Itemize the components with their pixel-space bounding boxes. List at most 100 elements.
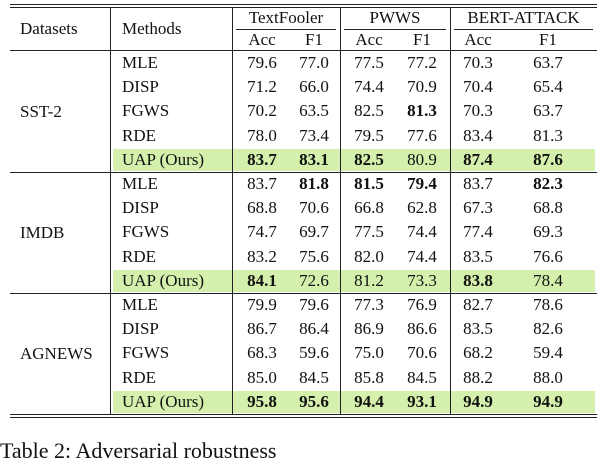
score-cell: 82.7	[463, 295, 493, 315]
score-cell: 78.6	[533, 295, 563, 315]
header-cell: Acc	[355, 30, 383, 49]
score-cell: 70.9	[407, 77, 437, 97]
rule	[10, 417, 597, 418]
caption: Table 2: Adversarial robustness	[0, 438, 277, 463]
rule	[10, 414, 597, 415]
score-cell: 93.1	[407, 391, 437, 411]
method-cell: DISP	[122, 198, 159, 218]
method-cell: DISP	[122, 319, 159, 339]
method-cell: FGWS	[122, 343, 170, 363]
score-cell: 86.7	[247, 319, 277, 339]
score-cell: 70.3	[463, 101, 493, 121]
header-cell: Datasets	[20, 19, 78, 38]
score-cell: 74.4	[407, 246, 437, 266]
score-cell: 81.2	[354, 270, 384, 290]
method-cell: UAP (Ours)	[122, 149, 205, 169]
score-cell: 94.9	[533, 391, 563, 411]
score-cell: 81.5	[354, 174, 384, 194]
score-cell: 84.1	[247, 270, 277, 290]
rule	[10, 293, 597, 294]
score-cell: 77.2	[407, 53, 437, 73]
score-cell: 70.3	[463, 53, 493, 73]
score-cell: 70.6	[299, 198, 329, 218]
method-cell: MLE	[122, 53, 158, 73]
method-cell: UAP (Ours)	[122, 270, 205, 290]
score-cell: 72.6	[299, 270, 329, 290]
rule	[10, 7, 597, 8]
score-cell: 83.4	[463, 125, 493, 145]
score-cell: 83.7	[247, 149, 277, 169]
score-cell: 94.9	[463, 391, 493, 411]
score-cell: 68.8	[533, 198, 563, 218]
score-cell: 68.3	[247, 343, 277, 363]
highlight	[113, 148, 595, 171]
score-cell: 82.5	[354, 149, 384, 169]
score-cell: 63.7	[533, 101, 563, 121]
score-cell: 95.6	[299, 391, 329, 411]
rule	[236, 29, 336, 30]
score-cell: 79.6	[299, 295, 329, 315]
score-cell: 62.8	[407, 198, 437, 218]
highlight	[113, 390, 595, 413]
score-cell: 69.3	[533, 222, 563, 242]
column-rule	[450, 8, 451, 414]
score-cell: 84.5	[299, 367, 329, 387]
header-cell: Methods	[122, 19, 182, 38]
header-cell: Acc	[464, 30, 492, 49]
score-cell: 83.1	[299, 149, 329, 169]
score-cell: 77.6	[407, 125, 437, 145]
header-cell: BERT-ATTACK	[467, 8, 580, 27]
score-cell: 59.4	[533, 343, 563, 363]
score-cell: 63.5	[299, 101, 329, 121]
score-cell: 84.5	[407, 367, 437, 387]
rule	[454, 29, 593, 30]
score-cell: 88.2	[463, 367, 493, 387]
score-cell: 79.4	[407, 174, 437, 194]
score-cell: 85.0	[247, 367, 277, 387]
score-cell: 81.8	[299, 174, 329, 194]
score-cell: 68.2	[463, 343, 493, 363]
score-cell: 83.7	[463, 174, 493, 194]
score-cell: 66.8	[354, 198, 384, 218]
score-cell: 77.4	[463, 222, 493, 242]
column-rule	[232, 8, 233, 414]
score-cell: 86.9	[354, 319, 384, 339]
header-cell: TextFooler	[248, 8, 324, 27]
table-figure: Datasets Methods TextFooler PWWS BERT-ATTACK…	[0, 4, 597, 463]
score-cell: 79.5	[354, 125, 384, 145]
rule	[344, 29, 446, 30]
dataset-cell: AGNEWS	[20, 343, 93, 363]
header-cell: F1	[539, 30, 557, 49]
score-cell: 76.9	[407, 295, 437, 315]
method-cell: RDE	[122, 125, 156, 145]
score-cell: 78.4	[533, 270, 563, 290]
score-cell: 77.5	[354, 222, 384, 242]
header-cell: F1	[413, 30, 431, 49]
score-cell: 87.6	[533, 149, 563, 169]
highlight	[113, 269, 595, 292]
score-cell: 70.6	[407, 343, 437, 363]
score-cell: 74.4	[407, 222, 437, 242]
header-cell: Acc	[248, 30, 276, 49]
score-cell: 87.4	[463, 149, 493, 169]
method-cell: MLE	[122, 295, 158, 315]
score-cell: 70.2	[247, 101, 277, 121]
score-cell: 67.3	[463, 198, 493, 218]
score-cell: 77.0	[299, 53, 329, 73]
score-cell: 79.9	[247, 295, 277, 315]
dataset-cell: SST-2	[20, 101, 62, 121]
score-cell: 83.2	[247, 246, 277, 266]
method-cell: MLE	[122, 174, 158, 194]
score-cell: 70.4	[463, 77, 493, 97]
score-cell: 81.3	[533, 125, 563, 145]
rule	[10, 172, 597, 173]
rule	[10, 4, 597, 5]
header-cell: PWWS	[369, 8, 421, 27]
score-cell: 82.5	[354, 101, 384, 121]
score-cell: 75.6	[299, 246, 329, 266]
score-cell: 63.7	[533, 53, 563, 73]
score-cell: 81.3	[407, 101, 437, 121]
score-cell: 78.0	[247, 125, 277, 145]
score-cell: 86.6	[407, 319, 437, 339]
method-cell: DISP	[122, 77, 159, 97]
